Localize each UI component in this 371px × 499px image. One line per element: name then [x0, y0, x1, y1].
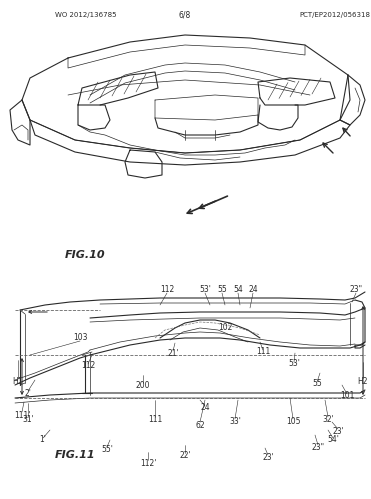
Text: FIG.11: FIG.11 — [55, 450, 96, 460]
Text: H1: H1 — [13, 377, 23, 386]
Text: 31': 31' — [22, 416, 34, 425]
Text: 62: 62 — [195, 421, 205, 430]
Text: 22': 22' — [179, 452, 191, 461]
Text: 111: 111 — [148, 416, 162, 425]
Text: 101: 101 — [340, 392, 354, 401]
Text: 111: 111 — [256, 347, 270, 356]
Text: 111': 111' — [14, 411, 30, 420]
Text: 112: 112 — [160, 285, 174, 294]
Text: 21': 21' — [167, 348, 179, 357]
Text: PCT/EP2012/056318: PCT/EP2012/056318 — [299, 12, 370, 18]
Text: 53': 53' — [288, 359, 300, 368]
Text: 55: 55 — [217, 285, 227, 294]
Text: 54': 54' — [327, 436, 339, 445]
Text: 2': 2' — [24, 389, 32, 398]
Text: 102: 102 — [218, 322, 232, 331]
Text: 24: 24 — [200, 404, 210, 413]
Text: 112': 112' — [140, 459, 156, 468]
Text: 32': 32' — [322, 416, 334, 425]
Text: 55: 55 — [312, 380, 322, 389]
Text: FIG.10: FIG.10 — [65, 250, 106, 260]
Text: 55': 55' — [101, 445, 113, 454]
Text: H2: H2 — [358, 377, 368, 386]
Text: 200: 200 — [136, 381, 150, 390]
Text: 23': 23' — [262, 454, 274, 463]
Text: 33': 33' — [229, 418, 241, 427]
Text: 53': 53' — [199, 285, 211, 294]
Text: 54: 54 — [233, 285, 243, 294]
Text: 112: 112 — [81, 361, 95, 370]
Text: 23": 23" — [349, 285, 362, 294]
Text: 23': 23' — [332, 427, 344, 436]
Text: 24: 24 — [248, 285, 258, 294]
Text: 23": 23" — [311, 443, 325, 452]
Text: 105: 105 — [286, 418, 300, 427]
Text: 1': 1' — [40, 436, 46, 445]
Text: WO 2012/136785: WO 2012/136785 — [55, 12, 116, 18]
Text: 103: 103 — [73, 333, 87, 342]
Text: 6/8: 6/8 — [179, 10, 191, 19]
